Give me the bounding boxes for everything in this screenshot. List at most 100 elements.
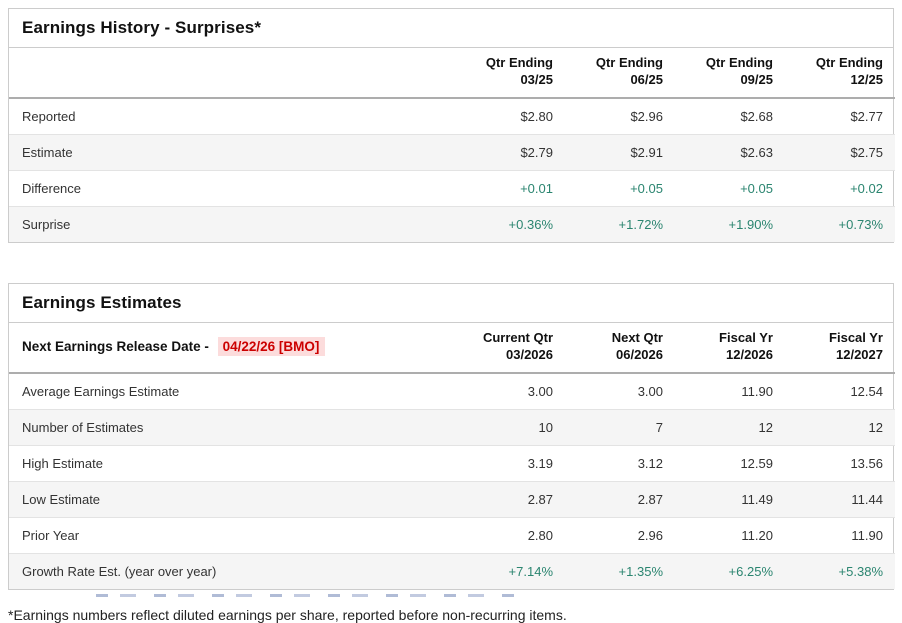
value-cell: $2.63 [675,133,785,171]
value-cell: $2.96 [630,108,663,124]
column-header-line1: Next Qtr [611,329,663,345]
column-header: Fiscal Yr 12/2027 [785,322,895,374]
table-row: Difference +0.01 +0.05 +0.05 +0.02 [9,169,895,207]
column-header: Next Qtr 06/2026 [565,322,675,374]
earnings-history-header-row: Qtr Ending 03/25 Qtr Ending 06/25 Qtr Ending… [9,48,895,99]
value-cell: 11.49 [675,480,785,518]
column-header-line1: Current Qtr [482,329,553,345]
value-cell: 2.96 [565,516,675,554]
value-cell: 12 [675,408,785,446]
earnings-history-body: Reported $2.80 $2.96 $2.68 $2.77 Estimate $2.7… [9,98,895,242]
earnings-estimates-header-row: Next Earnings Release Date - 04/22/26 [B… [9,322,895,374]
value-cell: 12 [785,408,895,446]
value-cell: 2.87 [565,480,675,518]
column-header-line2: 12/2027 [836,346,883,362]
value-cell: $2.75 [785,133,895,171]
value-cell: $2.79 [455,133,565,171]
earnings-history-panel: Earnings History - Surprises* Qtr Ending… [8,8,895,243]
value-cell: $2.77 [850,108,883,124]
value-cell: +7.14% [455,552,565,589]
value-cell: 12.54 [850,383,883,399]
column-header-line2: 06/2026 [616,346,663,362]
clipped-next-row-strip [96,594,526,597]
value-cell: +0.01 [455,169,565,207]
column-header-line2: 09/25 [740,71,773,87]
earnings-history-title: Earnings History - Surprises* [9,9,893,48]
column-header-line1: Fiscal Yr [829,329,883,345]
value-cell: 12.59 [675,444,785,482]
value-cell: 11.90 [785,516,895,554]
value-cell: +0.05 [675,169,785,207]
value-cell: +0.36% [455,205,565,242]
value-cell: +0.02 [785,169,895,207]
value-cell: 3.19 [455,444,565,482]
earnings-estimates-panel: Earnings Estimates Next Earnings Release… [8,282,895,590]
table-row: Low Estimate 2.87 2.87 11.49 11.44 [9,480,895,518]
column-header-line2: 06/25 [630,71,663,87]
value-cell: +6.25% [675,552,785,589]
row-label-cell: Prior Year [9,516,455,554]
column-header: Qtr Ending 06/25 [565,48,675,99]
value-cell: 11.20 [675,516,785,554]
value-cell: $2.91 [565,133,675,171]
table-row: Number of Estimates 10 7 12 12 [9,408,895,446]
value-cell: +1.72% [565,205,675,242]
value-cell: 3.12 [565,444,675,482]
value-cell: +5.38% [785,552,895,589]
empty-header-cell [9,48,455,99]
row-label-cell: Average Earnings Estimate [22,383,180,399]
column-header-line1: Fiscal Yr [719,329,773,345]
column-header-line1: Qtr Ending [485,55,553,70]
value-cell: 10 [455,408,565,446]
table-row: Estimate $2.79 $2.91 $2.63 $2.75 [9,133,895,171]
row-label-cell: Number of Estimates [9,408,455,446]
row-label-cell: Surprise [9,205,455,242]
next-earnings-release-label: Next Earnings Release Date - [22,338,213,354]
row-label-cell: Estimate [9,133,455,171]
table-row: High Estimate 3.19 3.12 12.59 13.56 [9,444,895,482]
earnings-estimates-table: Next Earnings Release Date - 04/22/26 [B… [9,322,895,589]
column-header-line2: 03/2026 [506,346,553,362]
value-cell: 11.44 [785,480,895,518]
row-label-cell: Low Estimate [9,480,455,518]
value-cell: 3.00 [637,383,663,399]
row-label-cell: Reported [22,108,76,124]
column-header: Qtr Ending 12/25 [785,48,895,99]
earnings-history-table: Qtr Ending 03/25 Qtr Ending 06/25 Qtr Ending… [9,48,895,242]
next-earnings-release-cell: Next Earnings Release Date - 04/22/26 [B… [9,322,455,374]
value-cell: +0.73% [785,205,895,242]
table-row: Growth Rate Est. (year over year) +7.14% +… [9,552,895,589]
value-cell: +1.35% [565,552,675,589]
value-cell: 3.00 [527,383,553,399]
value-cell: +0.05 [565,169,675,207]
column-header-line2: 12/25 [850,71,883,87]
column-header: Qtr Ending 09/25 [675,48,785,99]
value-cell: +1.90% [675,205,785,242]
column-header: Qtr Ending 03/25 [455,48,565,99]
value-cell: 7 [565,408,675,446]
table-row: Surprise +0.36% +1.72% +1.90% +0.73% [9,205,895,242]
column-header-line1: Qtr Ending [815,55,883,70]
value-cell: 2.80 [455,516,565,554]
row-label-cell: Growth Rate Est. (year over year) [9,552,455,589]
value-cell: 11.90 [741,383,773,399]
row-label-cell: High Estimate [9,444,455,482]
table-row: Prior Year 2.80 2.96 11.20 11.90 [9,516,895,554]
column-header-line1: Qtr Ending [705,55,773,70]
next-earnings-release-date-badge: 04/22/26 [BMO] [217,336,326,356]
table-row: Reported $2.80 $2.96 $2.68 $2.77 [9,98,895,135]
earnings-estimates-title: Earnings Estimates [9,284,893,323]
earnings-estimates-body: Average Earnings Estimate 3.00 3.00 11.90 12… [9,373,895,589]
value-cell: 13.56 [785,444,895,482]
value-cell: 2.87 [455,480,565,518]
row-label-cell: Difference [9,169,455,207]
column-header: Current Qtr 03/2026 [455,322,565,374]
column-header-line1: Qtr Ending [595,55,663,70]
column-header: Fiscal Yr 12/2026 [675,322,785,374]
table-row: Average Earnings Estimate 3.00 3.00 11.90 12… [9,373,895,410]
value-cell: $2.80 [520,108,553,124]
value-cell: $2.68 [740,108,773,124]
earnings-footnote: *Earnings numbers reflect diluted earnin… [8,606,567,623]
column-header-line2: 12/2026 [726,346,773,362]
column-header-line2: 03/25 [520,71,553,87]
